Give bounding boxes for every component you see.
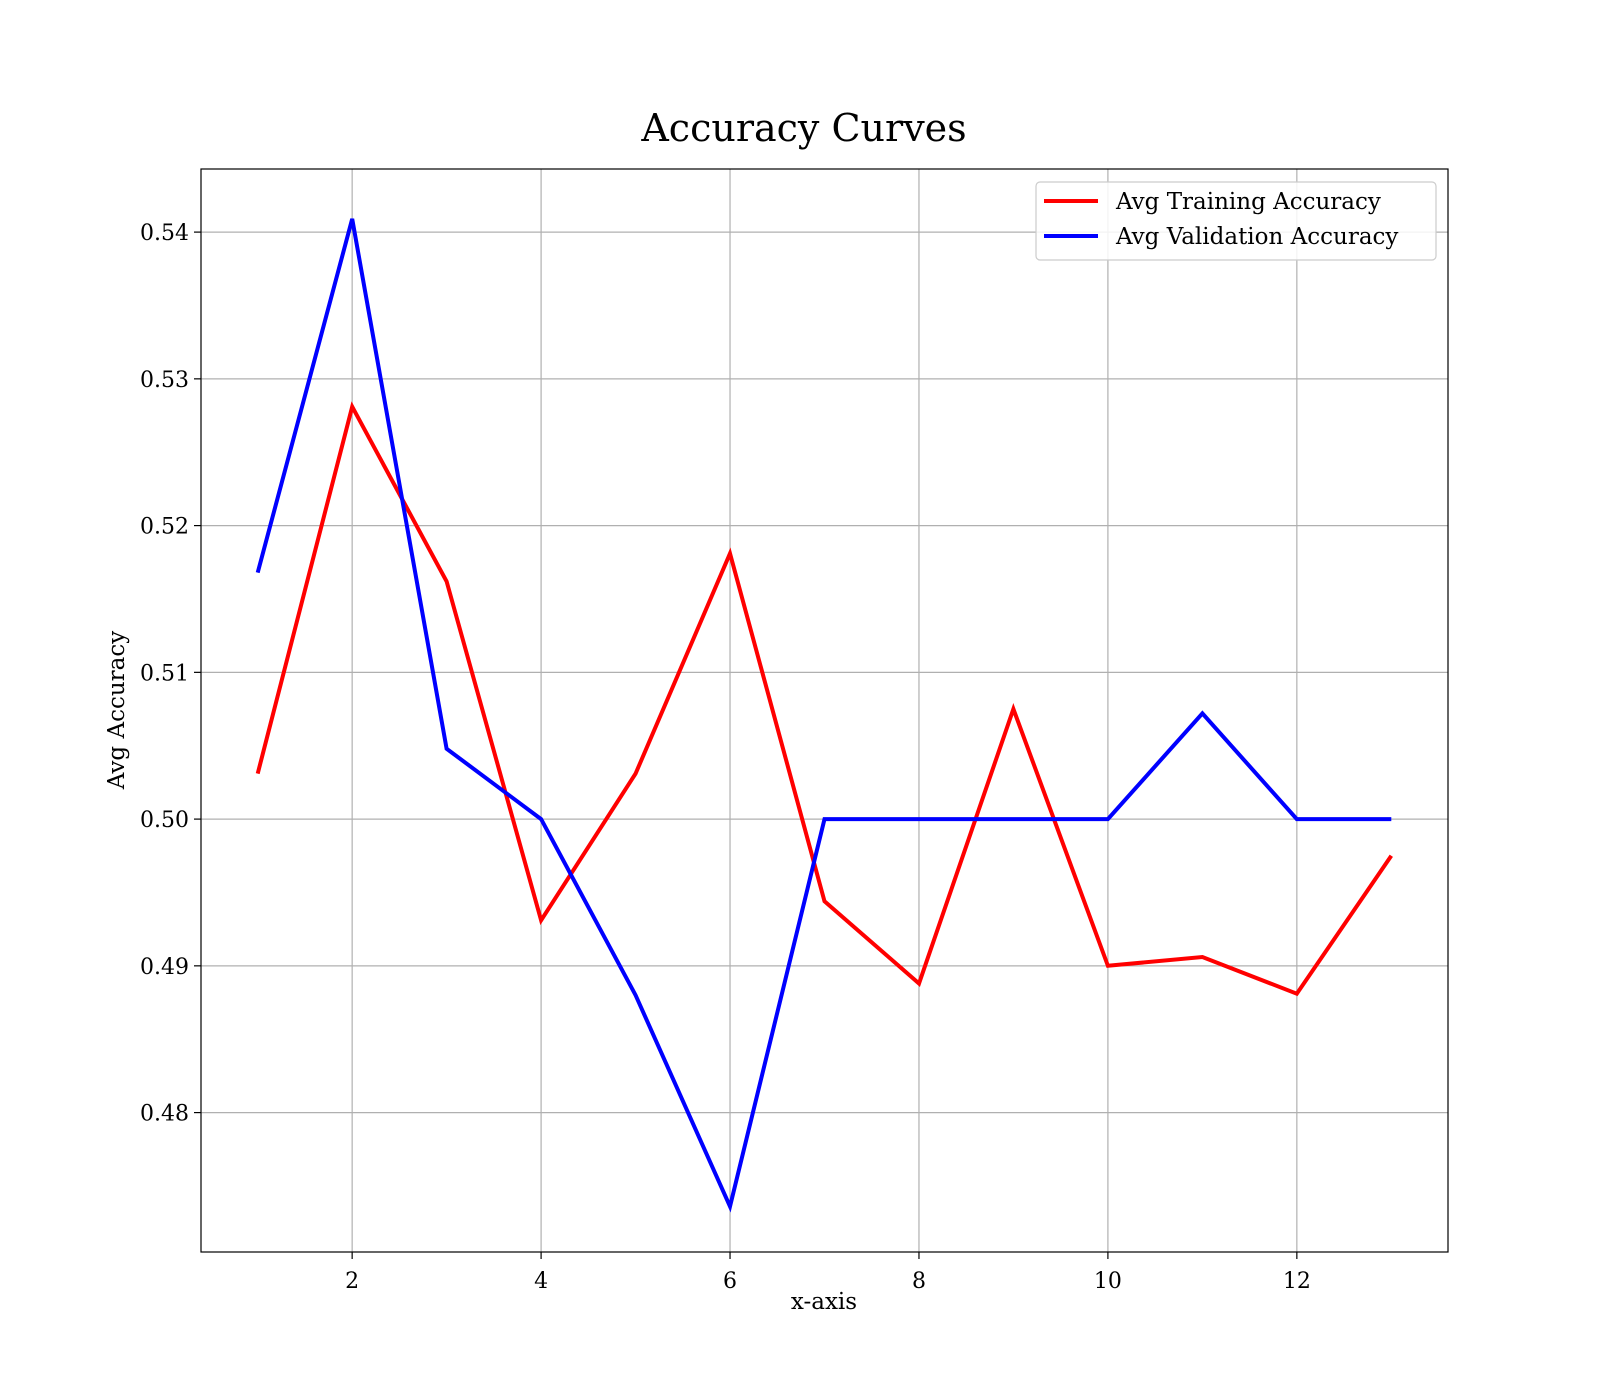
- grid: [201, 169, 1448, 1252]
- x-axis-label: x-axis: [791, 1289, 857, 1315]
- y-tick-label: 0.51: [140, 661, 189, 686]
- y-axis-label: Avg Accuracy: [104, 631, 130, 790]
- y-tick-label: 0.52: [140, 515, 189, 540]
- x-tick-label: 2: [345, 1269, 359, 1294]
- series-line-0: [255, 401, 1393, 997]
- legend-label: Avg Training Accuracy: [1115, 189, 1381, 215]
- x-tick-label: 12: [1283, 1269, 1311, 1294]
- y-tick-label: 0.50: [140, 808, 189, 833]
- legend: Avg Training Accuracy Avg Validation Accu…: [1035, 181, 1437, 261]
- legend-box: [1035, 181, 1437, 261]
- y-tick-label: 0.53: [140, 368, 189, 393]
- legend-label: Avg Validation Accuracy: [1115, 224, 1398, 250]
- chart-title: Accuracy Curves: [640, 106, 966, 150]
- x-tick-label: 8: [912, 1269, 926, 1294]
- y-tick-label: 0.48: [140, 1102, 189, 1127]
- series-line-1: [255, 218, 1392, 1213]
- series-lines: [255, 218, 1393, 1213]
- y-tick-label: 0.49: [140, 955, 189, 980]
- x-tick-label: 6: [723, 1269, 737, 1294]
- plot-frame: [200, 168, 1449, 1253]
- x-tick-label: 10: [1094, 1269, 1122, 1294]
- x-tick-label: 4: [534, 1269, 548, 1294]
- y-tick-label: 0.54: [140, 221, 189, 246]
- axis-ticks: 2 4 6 8 10 12 0.48 0.49 0.50 0.51 0.52 0.53 0.54: [140, 221, 1311, 1294]
